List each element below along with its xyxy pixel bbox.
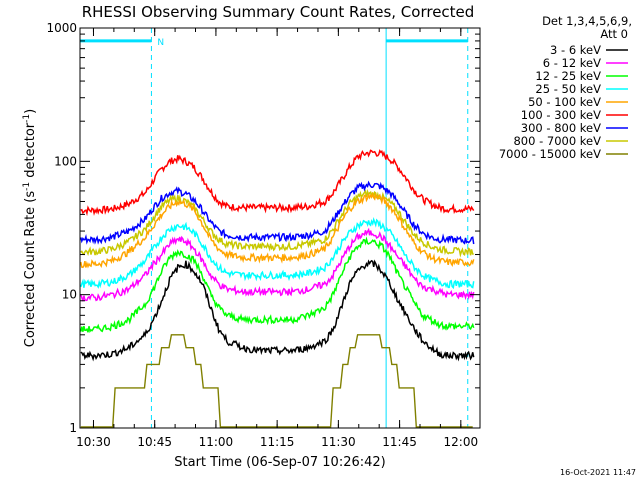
y-axis-label-sup: -1 (22, 182, 32, 191)
y-axis-label-part: ) (23, 109, 38, 114)
series-group (80, 149, 475, 428)
plot-frame (79, 27, 481, 429)
series-line (80, 191, 475, 269)
x-tick-label: 11:45 (382, 435, 417, 449)
y-axis-ticks: 1 10 100 1000 (46, 21, 480, 435)
series-line (80, 180, 475, 245)
series-line (80, 227, 475, 302)
legend-entry-label: 50 - 100 keV (528, 95, 601, 109)
y-axis-label-sup: -1 (22, 114, 32, 123)
night-marker-label: N (157, 38, 164, 48)
chart-title: RHESSI Observing Summary Count Rates, Co… (82, 3, 475, 21)
legend-entry-label: 25 - 50 keV (535, 82, 601, 96)
x-tick-label: 12:00 (444, 435, 479, 449)
y-tick-label: 100 (54, 154, 77, 168)
legend-entry-label: 3 - 6 keV (550, 43, 601, 57)
legend-entry-label: 300 - 800 keV (521, 121, 601, 135)
y-axis-label: Corrected Count Rate (s-1 detector-1) (22, 109, 38, 347)
series-line (80, 217, 475, 290)
y-tick-label: 1000 (46, 21, 77, 35)
legend-entry-label: 100 - 300 keV (521, 108, 601, 122)
footer-timestamp: 16-Oct-2021 11:47 (560, 468, 636, 477)
series-line (80, 149, 475, 217)
y-axis-label-part: Corrected Count Rate (s (23, 191, 38, 348)
y-tick-label: 1 (69, 421, 77, 435)
x-tick-label: 10:45 (137, 435, 172, 449)
legend-entry-label: 6 - 12 keV (543, 56, 601, 70)
x-axis-label: Start Time (06-Sep-07 10:26:42) (174, 455, 385, 470)
legend-entry-label: 7000 - 15000 keV (499, 147, 601, 161)
x-tick-label: 11:00 (199, 435, 234, 449)
legend-header-line-2: Att 0 (600, 27, 628, 41)
x-tick-label: 11:15 (260, 435, 295, 449)
legend-entry-label: 12 - 25 keV (535, 69, 601, 83)
legend-entry-label: 800 - 7000 keV (513, 134, 601, 148)
x-tick-label: 11:30 (321, 435, 356, 449)
y-axis-label-part: detector (23, 122, 38, 182)
legend-header-line-1: Det 1,3,4,5,6,9, (542, 14, 632, 28)
x-axis-ticks: 10:30 10:45 11:00 11:15 11:30 11:45 12:00 (76, 28, 478, 449)
series-line (80, 188, 474, 258)
x-tick-label: 10:30 (76, 435, 111, 449)
y-tick-label: 10 (62, 288, 77, 302)
series-line (80, 236, 475, 333)
series-line (80, 259, 475, 362)
